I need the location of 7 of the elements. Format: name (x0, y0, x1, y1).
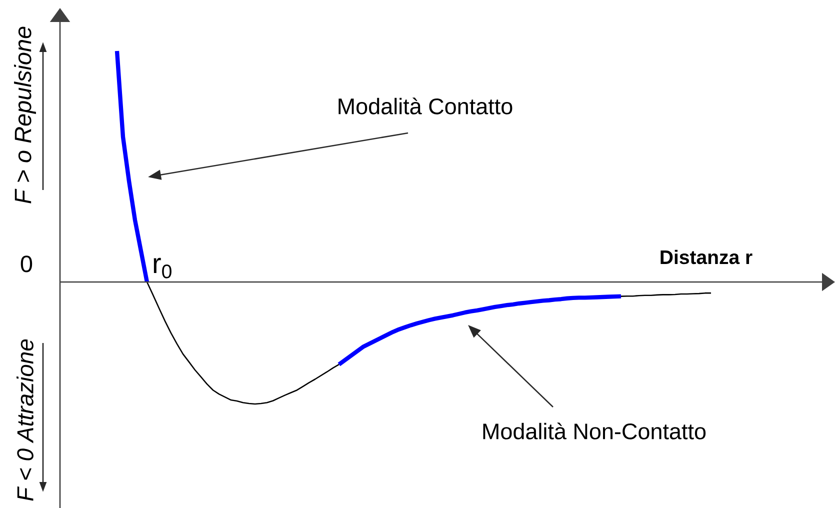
annotation: Modalità Contatto (338, 98, 512, 114)
text: Modalità Non-Contatto (483, 422, 706, 440)
text: F < 0 Attrazione (16, 339, 34, 501)
text: F > o Repulsione (14, 26, 36, 204)
x-axis-title: Distanza r (660, 250, 752, 264)
text: 0 (20, 256, 32, 272)
annotation: r$_{0}$ (154, 258, 172, 278)
